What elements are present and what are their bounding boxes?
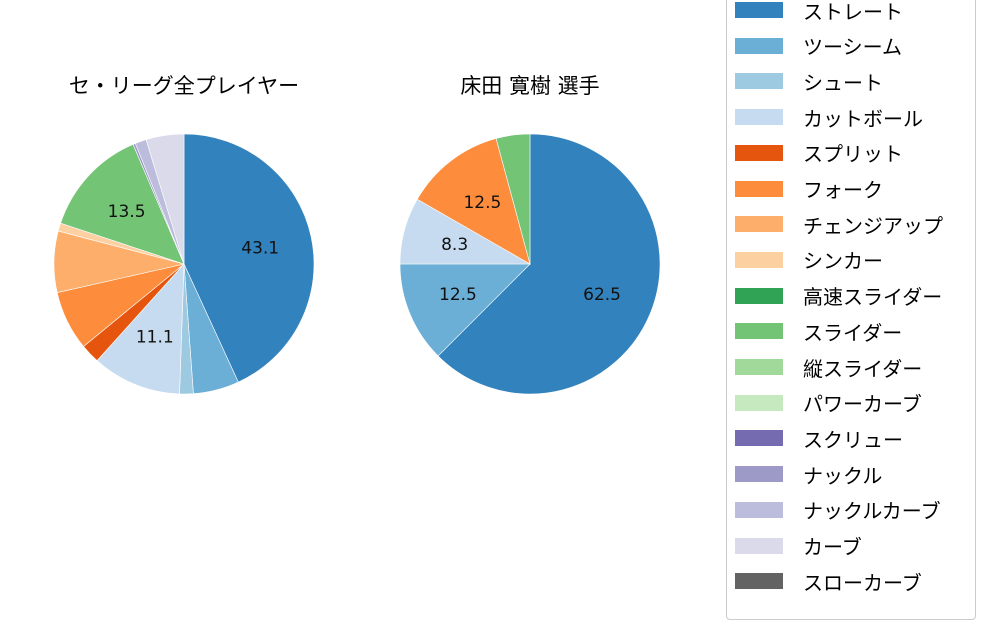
legend-item: フォーク <box>735 177 883 202</box>
legend-item: スプリット <box>735 141 903 167</box>
legend-item: シュート <box>735 69 883 95</box>
legend-label: スプリット <box>803 142 903 167</box>
right-chart-title: 床田 寛樹 選手 <box>460 74 600 98</box>
pie-slice-11 <box>145 133 185 265</box>
pie-slice-8 <box>60 143 185 265</box>
legend-swatch-icon <box>735 109 783 126</box>
legend-label: スライダー <box>803 320 903 345</box>
legend-label: シンカー <box>803 249 883 274</box>
legend-swatch-icon <box>735 537 783 554</box>
legend-swatch-icon <box>735 466 783 483</box>
pie-value-label: 43.1 <box>241 238 279 258</box>
pie-value-label: 11.1 <box>136 327 174 347</box>
legend-swatch-icon <box>735 144 783 161</box>
legend-swatch-icon <box>735 359 783 375</box>
pie-slice-3 <box>96 263 185 395</box>
legend-swatch-icon <box>735 430 783 447</box>
legend-label: ナックルカーブ <box>803 499 941 524</box>
pie-slice-0 <box>183 133 315 383</box>
legend-label: ツーシーム <box>803 35 902 60</box>
legend-swatch-icon <box>735 180 783 197</box>
legend-item: ツーシーム <box>735 34 902 60</box>
pie-value-label: 62.5 <box>583 285 621 305</box>
league-pie-chart: 43.1 11.1 13.5 <box>53 133 315 395</box>
legend-label: パワーカーブ <box>803 392 922 417</box>
legend-swatch-icon <box>735 251 783 268</box>
legend-item: カーブ <box>735 534 862 559</box>
pie-slice-4 <box>495 133 531 265</box>
pie-value-label: 13.5 <box>108 202 146 222</box>
legend-item: ナックル <box>735 462 883 488</box>
legend-label: フォーク <box>803 178 883 202</box>
legend-label: ナックル <box>803 463 883 488</box>
legend-item: スクリュー <box>735 426 903 452</box>
legend-swatch-icon <box>735 394 783 411</box>
legend-label: 高速スライダー <box>803 285 943 310</box>
legend: ストレートツーシームシュートカットボール スプリットフォークチェンジアップ シンカー… <box>726 0 976 620</box>
pie-value-label: 8.3 <box>441 235 468 255</box>
pie-slice-1 <box>399 263 531 357</box>
pie-slice-3 <box>416 138 531 265</box>
legend-swatch-icon <box>735 501 783 518</box>
legend-item: 高速スライダー <box>735 284 943 310</box>
legend-label: チェンジアップ <box>803 213 943 238</box>
legend-item: スローカーブ <box>735 569 922 595</box>
legend-swatch-icon <box>735 287 783 304</box>
legend-swatch-icon <box>735 2 783 18</box>
legend-label: スクリュー <box>803 427 903 452</box>
legend-swatch-icon <box>735 573 783 590</box>
pie-charts: 43.1 11.1 13.5 62.5 12.5 8.3 12.5 <box>53 133 661 395</box>
pie-value-label: 12.5 <box>439 285 477 305</box>
pie-value-label: 12.5 <box>463 193 501 213</box>
legend-item: パワーカーブ <box>735 391 922 417</box>
legend-item: ストレート <box>735 0 903 24</box>
player-pie-chart: 62.5 12.5 8.3 12.5 <box>399 133 661 395</box>
legend-swatch-icon <box>735 323 783 340</box>
left-chart-title: セ・リーグ全プレイヤー <box>68 74 300 98</box>
legend-item: シンカー <box>735 248 883 274</box>
legend-item: チェンジアップ <box>735 212 943 238</box>
legend-swatch-icon <box>735 37 783 54</box>
legend-item: スライダー <box>735 319 903 345</box>
legend-swatch-icon <box>735 73 783 90</box>
legend-item: ナックルカーブ <box>735 498 941 524</box>
pie-slice-0 <box>437 133 661 395</box>
legend-swatch-icon <box>735 216 783 233</box>
legend-label: カットボール <box>803 106 923 131</box>
legend-item: カットボール <box>735 105 923 131</box>
legend-item: 縦スライダー <box>735 355 923 381</box>
legend-label: シュート <box>803 70 883 95</box>
legend-label: ストレート <box>803 0 903 24</box>
legend-label: スローカーブ <box>803 570 922 595</box>
legend-label: 縦スライダー <box>803 356 923 381</box>
legend-label: カーブ <box>803 535 862 559</box>
